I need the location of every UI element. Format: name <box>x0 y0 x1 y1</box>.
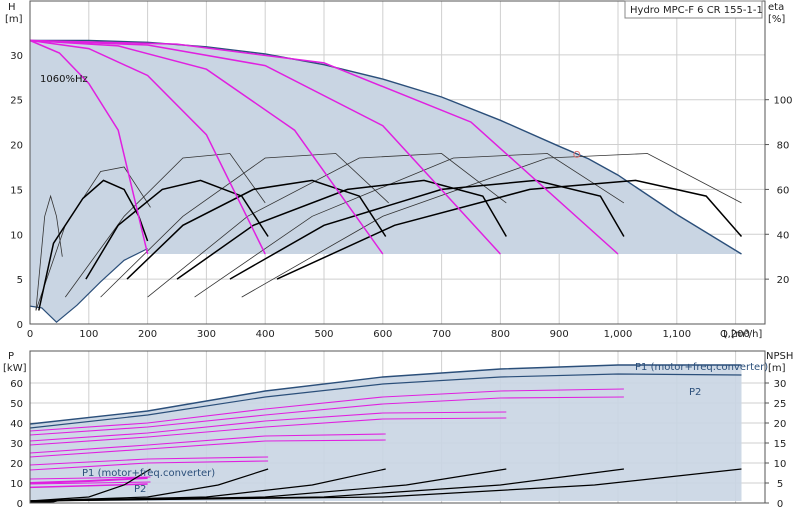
power-npsh-panel: 0 10 20 30 40 50 60 0 5 10 15 20 25 30 <box>10 350 787 510</box>
top-x-tick-label: 700 <box>432 329 451 340</box>
head-efficiency-panel: 0 100 200 300 400 500 600 700 800 900 1,000 1,100 1,… <box>10 0 793 340</box>
eta-curve-light <box>35 166 151 311</box>
top-x-tick-label: 0 <box>27 329 33 340</box>
eta-curve <box>229 179 625 280</box>
power-curve <box>29 476 151 480</box>
power-curve <box>29 388 624 432</box>
top-y-tick-label: 5 <box>17 275 23 286</box>
eta-curve-light <box>241 153 742 298</box>
top-x-tick-label: 200 <box>138 329 157 340</box>
x-axis-label: Q [m³/h] <box>720 329 762 340</box>
eta-curve-light <box>35 194 63 311</box>
top-x-tick-label: 600 <box>373 329 392 340</box>
top-y-tick-label: 15 <box>10 185 23 196</box>
bottom-y2-tick-label: 10 <box>774 459 787 470</box>
top-x-tick-label: 500 <box>314 329 333 340</box>
min-speed-curve <box>29 248 148 324</box>
bottom-y-axis-label: P <box>8 351 14 362</box>
bottom-y-axis-unit: [kW] <box>3 363 27 374</box>
bottom-y2-tick-label: 0 <box>777 499 783 510</box>
eta-curve-light <box>147 153 507 298</box>
qh-curve <box>29 39 266 255</box>
eta-curve-light <box>100 153 389 298</box>
bottom-y2-tick-label: 25 <box>774 399 787 410</box>
eta-curve <box>176 179 507 280</box>
eta-curve-light <box>194 153 625 298</box>
qh-curve <box>29 39 384 255</box>
bottom-plot-frame <box>29 350 766 504</box>
eta-curve <box>85 179 269 280</box>
top-y-tick-label: 10 <box>10 230 23 241</box>
power-curve <box>29 396 624 436</box>
top-x-tick-label: 300 <box>197 329 216 340</box>
power-curve <box>29 460 269 471</box>
p1-min-label: P1 (motor+freq.converter) <box>82 468 215 479</box>
top-x-tick-label: 800 <box>491 329 510 340</box>
bottom-y-tick-label: 0 <box>17 499 23 510</box>
power-curve <box>29 433 386 454</box>
bottom-y-tick-label: 30 <box>10 439 23 450</box>
bottom-y2-tick-label: 20 <box>774 419 787 430</box>
bottom-y2-tick-label: 15 <box>774 439 787 450</box>
operating-range-area <box>30 40 742 323</box>
top-y2-tick-label: 100 <box>773 96 792 107</box>
power-curve <box>29 481 151 485</box>
bottom-y2-axis-label: NPSH <box>766 351 793 362</box>
power-range-area <box>30 365 742 501</box>
top-y2-tick-label: 80 <box>777 141 790 152</box>
power-curve <box>29 417 507 446</box>
top-x-tick-label: 100 <box>79 329 98 340</box>
npsh-curve <box>29 468 742 502</box>
top-x-tick-label: 1,200 <box>721 329 750 340</box>
title-box: Hydro MPC-F 6 CR 155-1-1 <box>624 0 763 19</box>
p1-max-label: P1 (motor+freq.converter) <box>635 362 768 373</box>
bottom-y-tick-label: 10 <box>10 479 23 490</box>
bottom-y-tick-label: 50 <box>10 399 23 410</box>
qh-curve <box>29 39 149 255</box>
bottom-y2-tick-label: 5 <box>777 479 783 490</box>
top-y2-tick-label: 20 <box>777 275 790 286</box>
top-x-tick-label: 900 <box>550 329 569 340</box>
p1-min-curve <box>29 477 148 484</box>
bottom-y2-axis-unit: [m] <box>768 363 786 374</box>
top-y2-axis-label: eta <box>768 2 784 13</box>
power-curve <box>29 456 269 466</box>
p2-min-label: P2 <box>134 484 146 495</box>
top-plot-frame <box>29 0 766 325</box>
p2-max-label: P2 <box>689 387 701 398</box>
top-y-tick-label: 30 <box>10 51 23 62</box>
top-y-tick-label: 0 <box>17 320 23 331</box>
eta-curve <box>126 179 387 280</box>
top-x-tick-label: 400 <box>256 329 275 340</box>
bottom-y-tick-label: 20 <box>10 459 23 470</box>
npsh-min-curve <box>29 498 63 504</box>
duty-point <box>573 150 581 158</box>
top-y2-axis-unit: [%] <box>768 14 785 25</box>
power-curve <box>29 411 507 442</box>
npsh-curve <box>29 468 151 502</box>
bottom-y-tick-label: 60 <box>10 379 23 390</box>
eta-curve-light <box>64 153 266 298</box>
bottom-y2-tick-label: 30 <box>774 379 787 390</box>
top-y-axis-unit: [m] <box>5 14 23 25</box>
top-y2-tick-label: 40 <box>777 230 790 241</box>
chart-title: Hydro MPC-F 6 CR 155-1-1 <box>630 5 763 16</box>
bottom-y-tick-label: 40 <box>10 419 23 430</box>
frequency-annotation: 1060%Hz <box>40 74 88 85</box>
p2-min-curve <box>29 483 148 489</box>
power-curve <box>29 439 386 458</box>
top-y-tick-label: 25 <box>10 96 23 107</box>
top-x-tick-label: 1,000 <box>604 329 633 340</box>
qh-curve <box>29 39 619 255</box>
top-y2-tick-label: 60 <box>777 185 790 196</box>
npsh-curve <box>29 468 269 502</box>
p2-max-curve <box>29 373 742 429</box>
qh-curve <box>29 39 501 255</box>
top-y-axis-label: H <box>8 2 16 13</box>
p1-max-curve <box>29 364 742 425</box>
eta-curve <box>276 179 743 280</box>
top-y-tick-label: 20 <box>10 141 23 152</box>
top-x-tick-label: 1,100 <box>662 329 691 340</box>
